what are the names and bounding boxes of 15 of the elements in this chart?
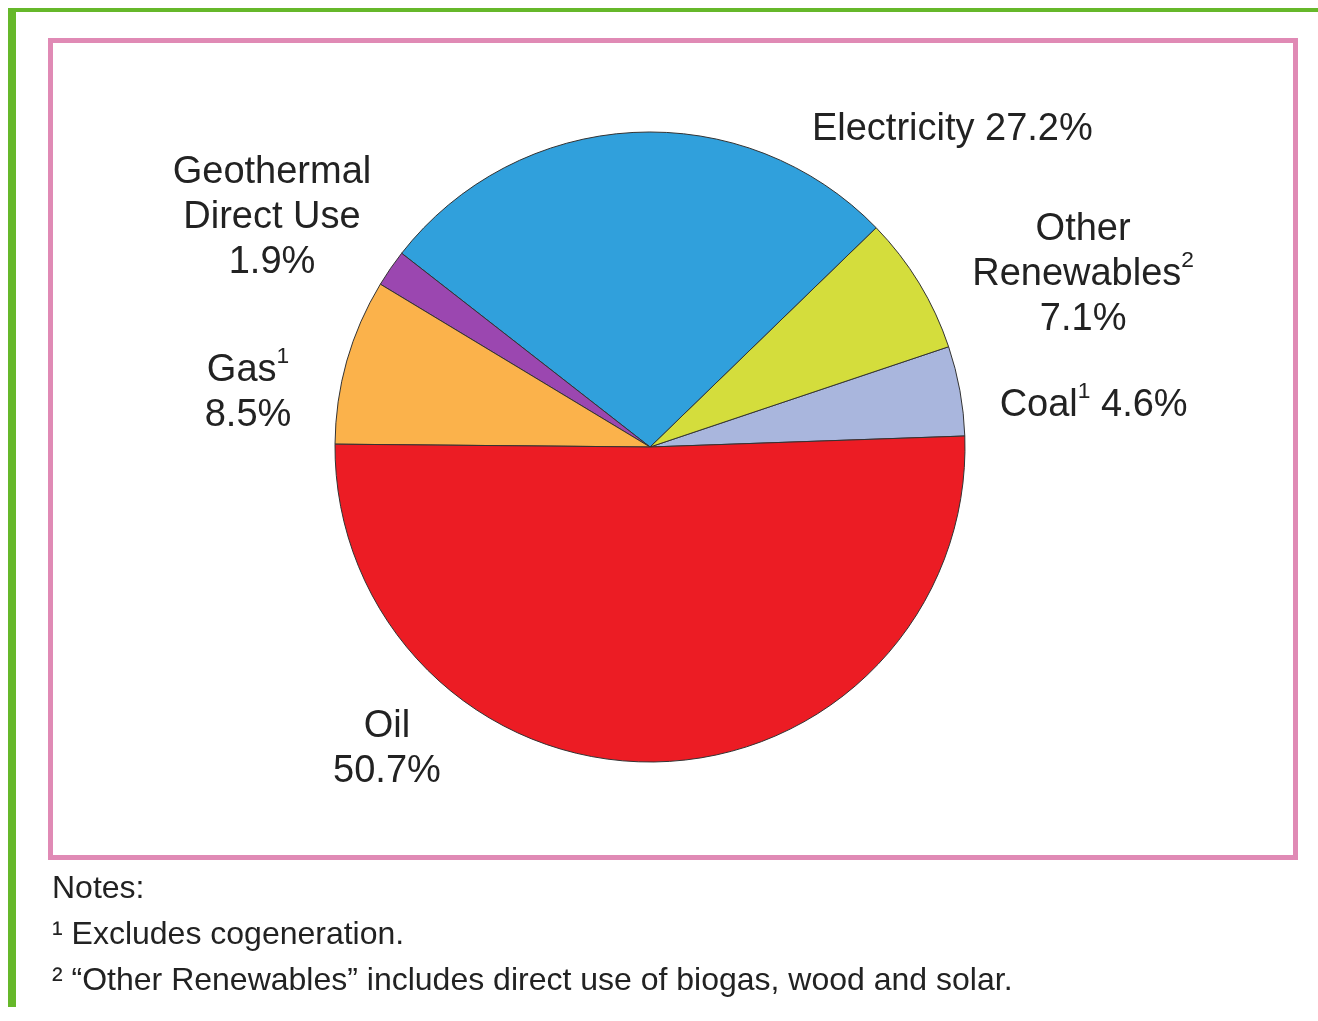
text: ¹ Excludes cogeneration.: [52, 914, 406, 953]
slice-label: Coal$^{1}$: [999, 376, 1091, 424]
slice-label: Electricity: [811, 105, 975, 148]
data-label: 50.7%: [333, 748, 441, 791]
data-label: 7.1%: [1039, 295, 1127, 338]
slice-label: Other Renewables$^{2}$: [972, 205, 1195, 293]
data-label: 1.9%: [228, 238, 316, 281]
slice-label: Geothermal Direct Use: [172, 148, 372, 236]
data-label: 8.5%: [204, 392, 292, 435]
text: Notes:: [52, 868, 146, 907]
data-label: 4.6%: [1101, 381, 1188, 424]
data-label: 27.2%: [985, 105, 1093, 148]
text: ² “Other Renewables” includes direct use of biogas, wood and solar.: [52, 960, 1013, 999]
slice-label: Oil: [363, 703, 411, 746]
slice-label: Gas$^{1}$: [206, 342, 290, 390]
